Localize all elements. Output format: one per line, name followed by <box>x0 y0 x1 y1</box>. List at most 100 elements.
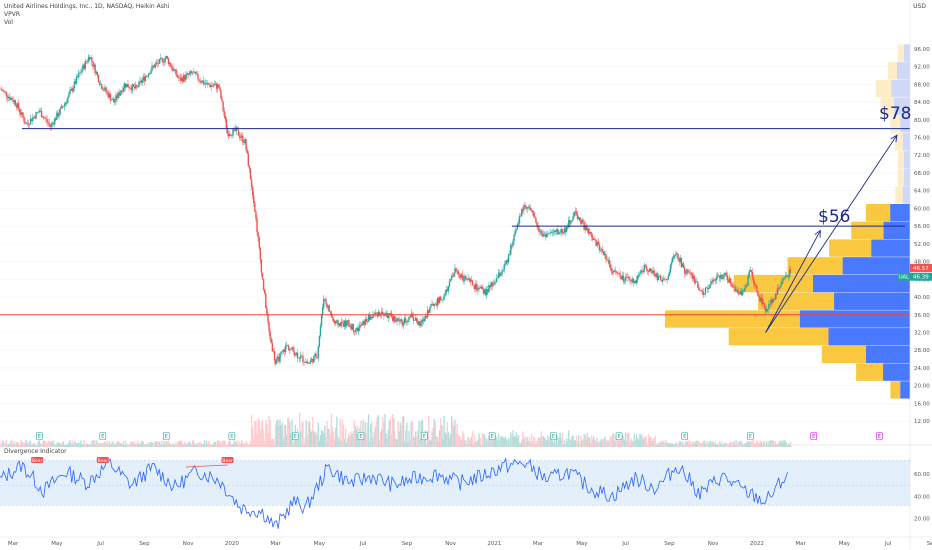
vp-down-segment <box>890 115 901 133</box>
candle-body <box>381 311 383 315</box>
candle-body <box>128 87 130 89</box>
volume-bar <box>128 444 130 447</box>
vp-up-segment <box>902 186 910 204</box>
candle-body <box>64 102 67 105</box>
volume-bar <box>70 443 72 447</box>
volume-bar <box>482 434 485 447</box>
candle-body <box>453 272 455 277</box>
volume-bar <box>519 443 522 447</box>
candle-body <box>770 299 772 305</box>
y-tick-label: 32.00 <box>914 331 930 337</box>
volume-bar <box>495 437 498 447</box>
volume-bar <box>69 440 71 447</box>
volume-bar <box>355 429 358 447</box>
candle-body <box>263 289 266 294</box>
vp-up-segment <box>900 381 910 399</box>
candle-body <box>623 280 626 282</box>
vp-down-segment <box>890 381 901 399</box>
candle-body <box>304 362 306 363</box>
candle-body <box>102 88 104 91</box>
candle-body <box>123 83 126 88</box>
candle-body <box>593 239 595 241</box>
volume-bar <box>331 426 334 447</box>
candle-body <box>645 266 648 270</box>
candle-body <box>301 355 303 357</box>
volume-bar <box>358 439 360 447</box>
candle-body <box>655 273 657 277</box>
candle-body <box>514 230 516 235</box>
volume-bar <box>607 439 609 447</box>
volume-bar <box>587 436 590 447</box>
volume-bar <box>586 433 589 447</box>
volume-bar <box>254 420 256 447</box>
candle-body <box>441 300 443 301</box>
candle-body <box>547 233 549 235</box>
osc-tick-label: 40.00 <box>914 494 930 500</box>
candle-body <box>18 109 21 113</box>
candle-body <box>779 287 781 288</box>
volume-bar <box>115 443 117 447</box>
candle-body <box>624 277 627 281</box>
volume-bar <box>278 425 280 447</box>
volume-bar <box>221 441 223 447</box>
volume-bar <box>531 441 534 447</box>
candle-body <box>499 272 501 276</box>
candle-body <box>563 228 566 233</box>
volume-bar <box>558 437 560 447</box>
candle-body <box>93 64 95 67</box>
candle-body <box>204 83 207 85</box>
volume-bar <box>562 444 564 447</box>
candle-body <box>172 67 174 71</box>
candle-body <box>570 221 572 224</box>
legend-vpvr: VPVR <box>4 11 20 18</box>
candle-body <box>293 351 295 356</box>
volume-bar <box>698 441 700 447</box>
candle-body <box>675 253 677 255</box>
volume-bar <box>204 444 207 447</box>
candle-body <box>561 229 563 234</box>
volume-bar <box>478 433 480 447</box>
volume-bar <box>5 440 8 447</box>
volume-bar <box>332 431 335 447</box>
candle-body <box>686 269 688 274</box>
candle-body <box>694 281 697 283</box>
volume-bar <box>575 435 578 447</box>
candle-body <box>587 228 590 234</box>
candle-body <box>12 100 14 102</box>
candle-body <box>292 347 294 352</box>
candle-body <box>71 88 73 92</box>
volume-bar <box>690 444 692 447</box>
candle-body <box>601 249 604 252</box>
candle-body <box>552 231 555 233</box>
candle-body <box>634 280 637 284</box>
volume-bar <box>256 433 258 447</box>
vp-up-segment <box>900 115 910 133</box>
candle-body <box>766 308 768 312</box>
volume-bar <box>460 439 463 447</box>
volume-bar <box>398 431 400 447</box>
candle-body <box>715 277 718 280</box>
candle-body <box>231 135 233 136</box>
candle-body <box>466 279 468 280</box>
candle-body <box>505 260 508 264</box>
candle-body <box>746 285 748 286</box>
earnings-marker <box>810 432 818 440</box>
volume-bar <box>530 433 533 447</box>
volume-bar <box>445 433 447 447</box>
volume-bar <box>308 421 311 447</box>
volume-bar <box>708 443 710 447</box>
candle-body <box>260 259 263 273</box>
volume-bar <box>268 416 270 447</box>
volume-bar <box>376 416 379 447</box>
candle-body <box>180 77 183 81</box>
candle-body <box>615 270 617 273</box>
volume-bar <box>533 436 535 447</box>
candle-body <box>280 351 282 354</box>
volume-bar <box>372 437 374 447</box>
vp-up-segment <box>903 150 910 169</box>
volume-bar <box>479 437 481 447</box>
volume-bar <box>410 422 412 447</box>
candle-body <box>558 232 560 235</box>
candle-body <box>199 80 201 82</box>
vp-down-segment <box>887 62 897 80</box>
